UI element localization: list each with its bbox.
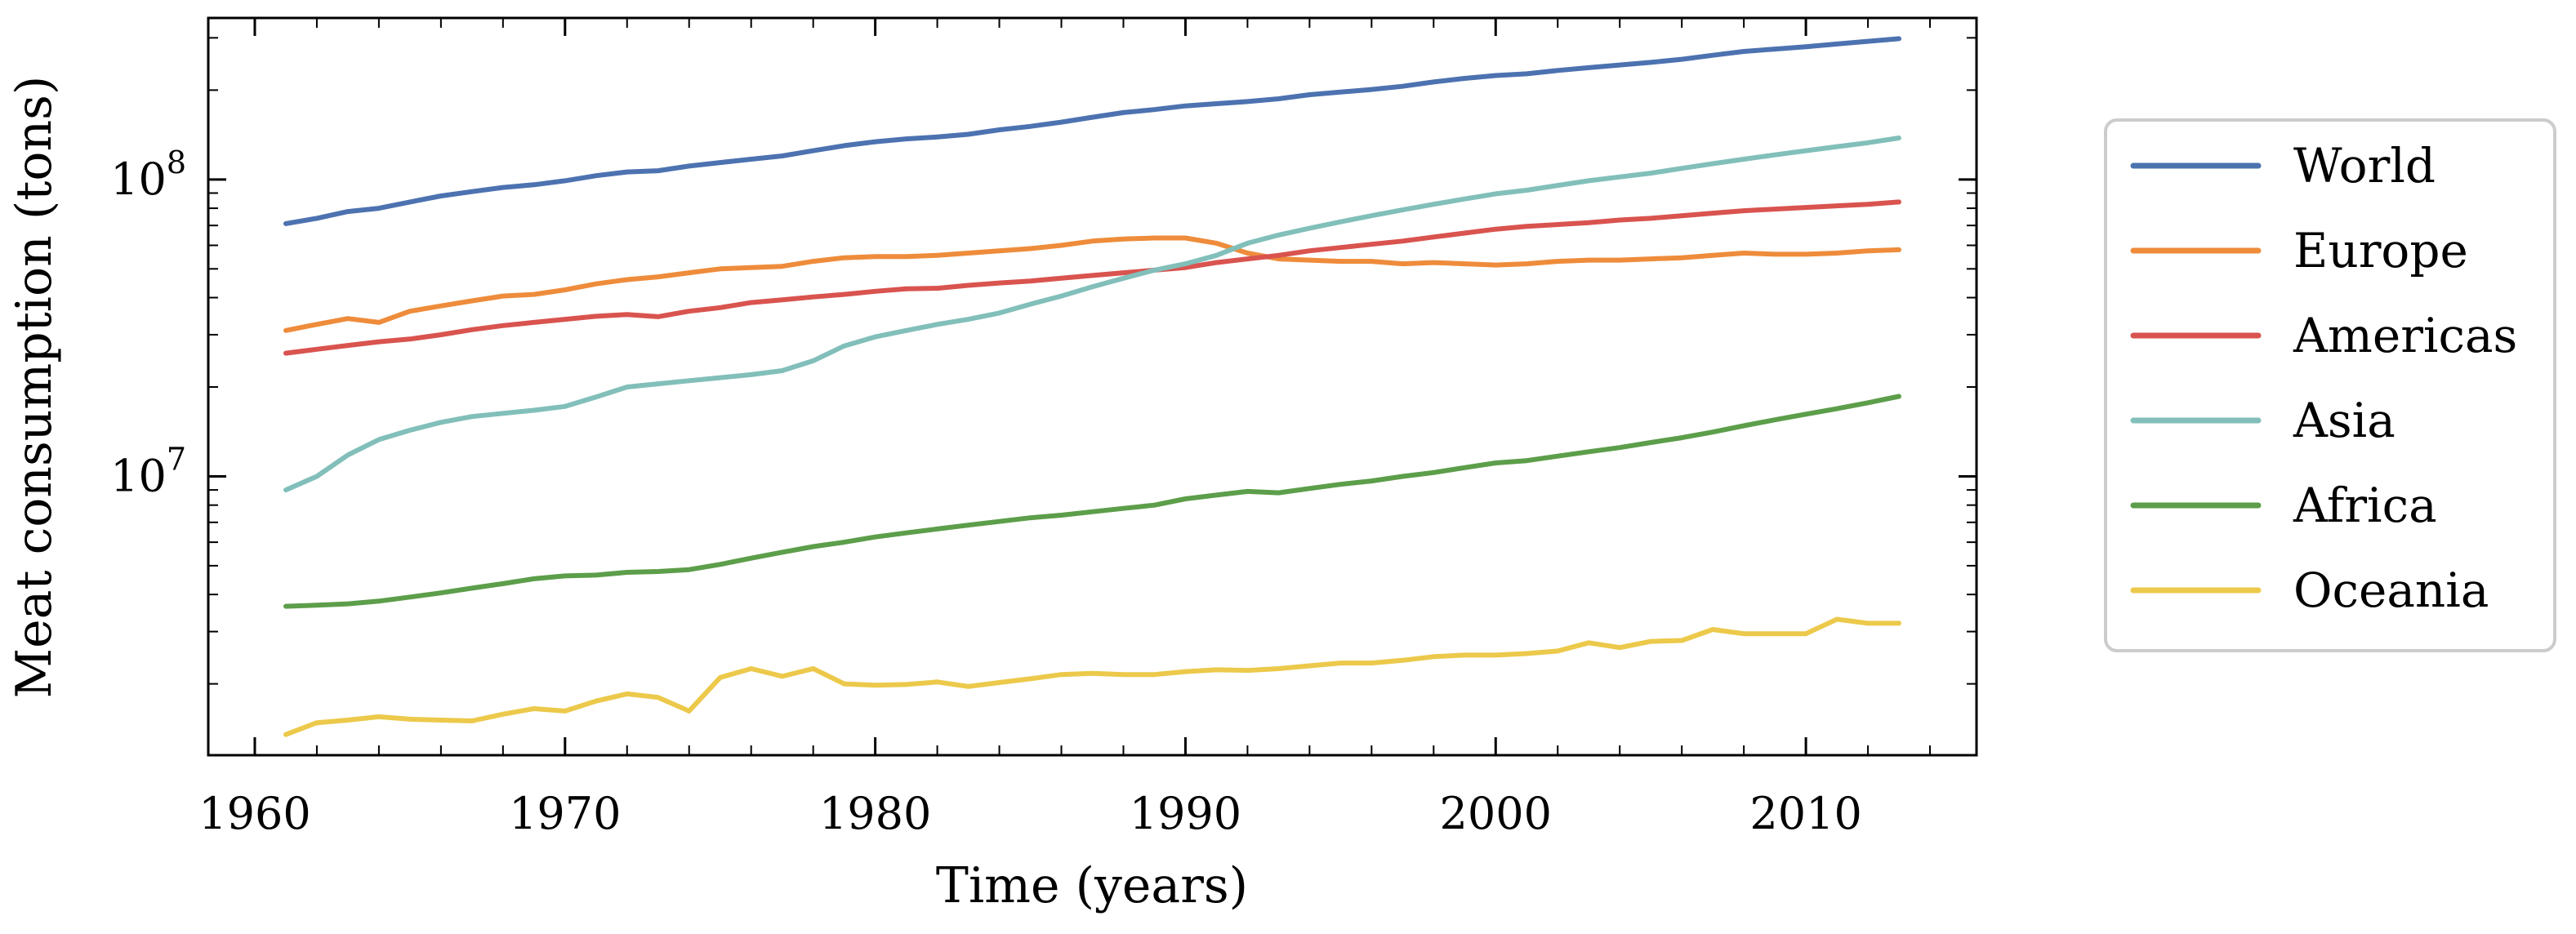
x-tick-labels: 1960 1970 1980 1990 2000 2010 (198, 788, 1862, 839)
series-line-asia (283, 136, 1901, 493)
y-axis-label: Meat consumption (tons) (6, 76, 63, 699)
y-tick-label: 108 (110, 145, 186, 205)
series-line-africa (283, 394, 1901, 609)
legend-label-oceania: Oceania (2293, 563, 2489, 618)
x-axis-label: Time (years) (936, 857, 1248, 914)
series-line-world (283, 36, 1901, 226)
x-tick-label: 1990 (1130, 788, 1241, 839)
legend-label-africa: Africa (2293, 478, 2437, 533)
legend-label-europe: Europe (2293, 223, 2468, 278)
series-layer (283, 36, 1901, 737)
legend: World Europe Americas Asia Africa Oceania (2104, 118, 2556, 652)
legend-label-world: World (2293, 138, 2436, 193)
x-tick-label: 2000 (1440, 788, 1552, 839)
y-tick-label: 107 (110, 441, 186, 501)
legend-label-americas: Americas (2293, 308, 2517, 363)
minor-ticks (208, 18, 1977, 755)
series-line-oceania (283, 616, 1901, 737)
series-line-europe (283, 235, 1901, 333)
legend-label-asia: Asia (2293, 393, 2396, 448)
x-tick-label: 1980 (819, 788, 931, 839)
y-tick-labels: 107 108 (110, 145, 186, 502)
x-tick-label: 1960 (198, 788, 310, 839)
series-line-americas (283, 199, 1901, 356)
major-ticks (208, 18, 1977, 755)
x-tick-label: 2010 (1749, 788, 1861, 839)
x-tick-label: 1970 (509, 788, 621, 839)
plot-frame (207, 16, 1978, 757)
legend-items: World Europe Americas Asia Africa Oceania (2130, 138, 2517, 618)
